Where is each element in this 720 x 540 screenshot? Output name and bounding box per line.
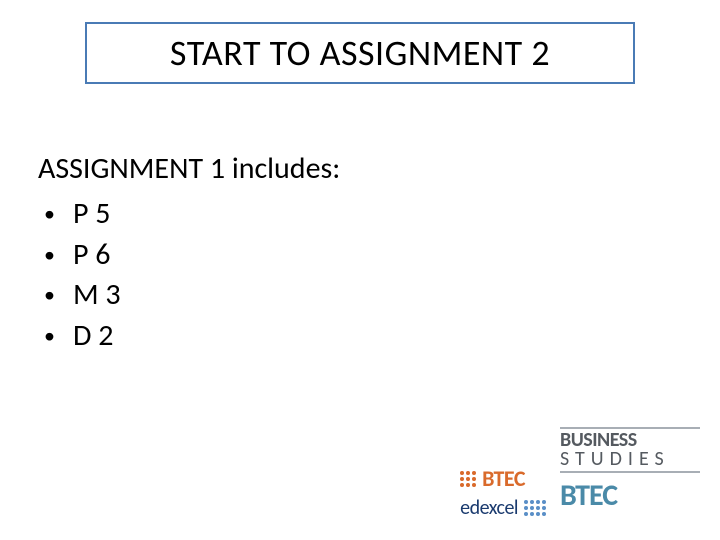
btec-blue-text: BTEC xyxy=(560,477,617,514)
list-item: D 2 xyxy=(40,316,121,357)
edexcel-text: edexcel xyxy=(460,496,518,520)
blue-dot-grid-icon xyxy=(524,500,546,516)
list-item: P 5 xyxy=(40,194,121,235)
logo-area: BTEC edexcel BUSINESS STUDIES BTEC xyxy=(460,427,700,520)
slide-title: START TO ASSIGNMENT 2 xyxy=(170,31,550,75)
divider-line xyxy=(560,471,700,473)
studies-text: STUDIES xyxy=(560,450,670,469)
list-item: M 3 xyxy=(40,275,121,316)
title-box: START TO ASSIGNMENT 2 xyxy=(85,22,635,84)
btec-orange-text: BTEC xyxy=(482,465,525,492)
subtitle: ASSIGNMENT 1 includes: xyxy=(38,150,340,187)
bullet-list: P 5 P 6 M 3 D 2 xyxy=(40,194,121,356)
orange-dot-grid-icon xyxy=(460,471,476,487)
btec-orange-logo: BTEC xyxy=(460,465,525,492)
business-studies-btec-logo: BUSINESS STUDIES BTEC xyxy=(560,427,700,520)
btec-edexcel-logo: BTEC edexcel xyxy=(460,465,546,520)
list-item: P 6 xyxy=(40,235,121,276)
edexcel-logo: edexcel xyxy=(460,496,546,520)
